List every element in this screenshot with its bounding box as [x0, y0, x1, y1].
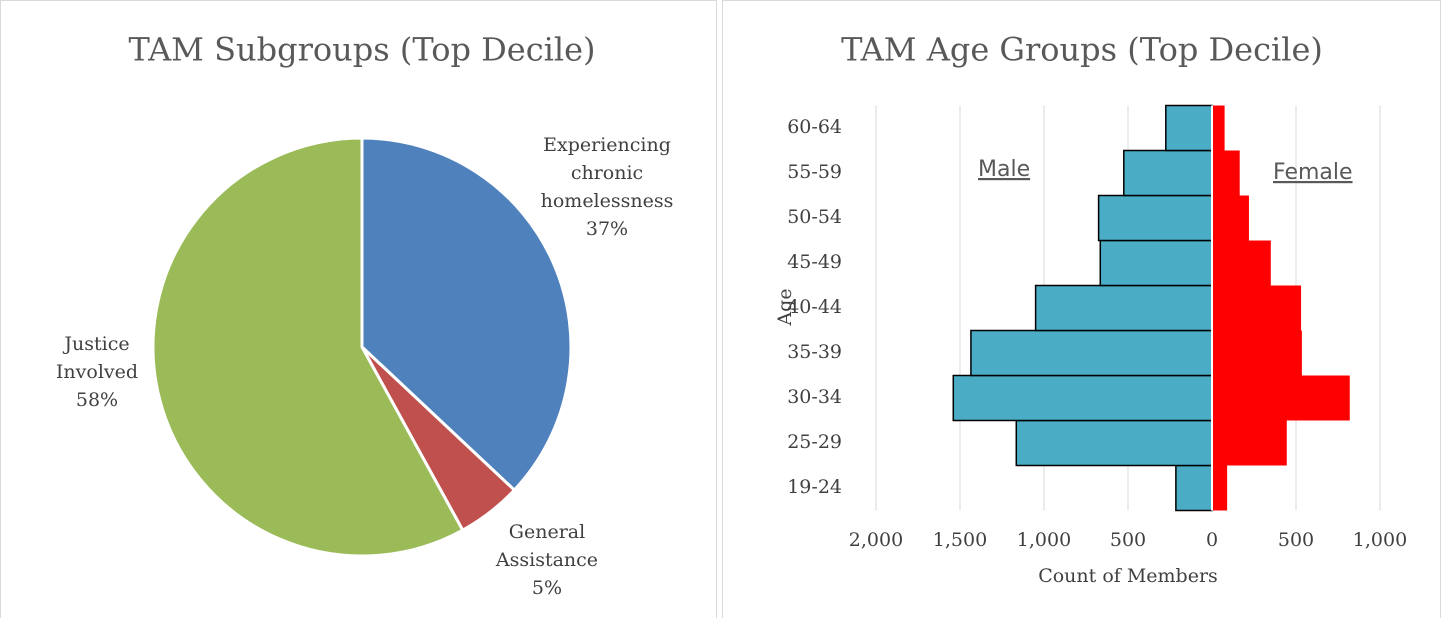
y-tick-label: 55-59	[787, 161, 842, 183]
x-tick-label: 1,500	[933, 529, 987, 551]
bar	[1212, 420, 1287, 466]
bar	[1099, 239, 1213, 287]
bar	[1212, 375, 1350, 421]
bar	[1212, 240, 1271, 286]
bar	[1097, 194, 1213, 242]
y-tick-label: 60-64	[787, 116, 842, 138]
slice-label: Experiencing chronic homelessness	[541, 134, 674, 212]
bar	[1212, 285, 1302, 331]
pie-slice	[151, 136, 465, 558]
y-tick-label: 45-49	[787, 251, 842, 273]
x-axis-label: Count of Members	[1038, 565, 1218, 587]
chart-title: TAM Subgroups (Top Decile)	[128, 31, 595, 69]
panel	[0, 0, 717, 618]
panel	[722, 0, 1441, 618]
bar	[1123, 149, 1213, 197]
slice-value-label: 37%	[586, 218, 628, 240]
x-tick-label: 1,000	[1353, 529, 1407, 551]
bar	[1212, 465, 1228, 511]
bar	[952, 374, 1213, 422]
bar	[1165, 104, 1213, 152]
y-tick-label: 40-44	[787, 296, 842, 318]
bar	[1212, 195, 1249, 241]
x-tick-label: 500	[1110, 529, 1146, 551]
x-tick-label: 0	[1206, 529, 1218, 551]
x-tick-label: 1,000	[1017, 529, 1071, 551]
x-tick-label: 500	[1278, 529, 1314, 551]
y-axis-label: Age	[774, 288, 796, 326]
bar	[1212, 150, 1240, 196]
y-tick-label: 25-29	[787, 431, 842, 453]
bar	[1175, 464, 1213, 512]
bar	[1015, 419, 1213, 467]
slice-value-label: 5%	[532, 577, 562, 599]
legend-label: Female	[1273, 160, 1353, 185]
y-tick-label: 30-34	[787, 386, 842, 408]
chart-title: TAM Age Groups (Top Decile)	[841, 31, 1323, 69]
bar	[970, 329, 1213, 377]
x-tick-label: 2,000	[849, 529, 903, 551]
bar	[1212, 330, 1302, 376]
bar	[1212, 105, 1225, 151]
legend-label: Male	[978, 157, 1030, 182]
y-tick-label: 35-39	[787, 341, 842, 363]
y-tick-label: 50-54	[787, 206, 842, 228]
slice-label: General Assistance	[495, 521, 598, 571]
bar	[1034, 284, 1213, 332]
y-tick-label: 19-24	[787, 476, 842, 498]
pie-slice	[360, 136, 573, 493]
slice-label: Justice Involved	[56, 333, 138, 383]
slice-value-label: 58%	[76, 389, 118, 411]
